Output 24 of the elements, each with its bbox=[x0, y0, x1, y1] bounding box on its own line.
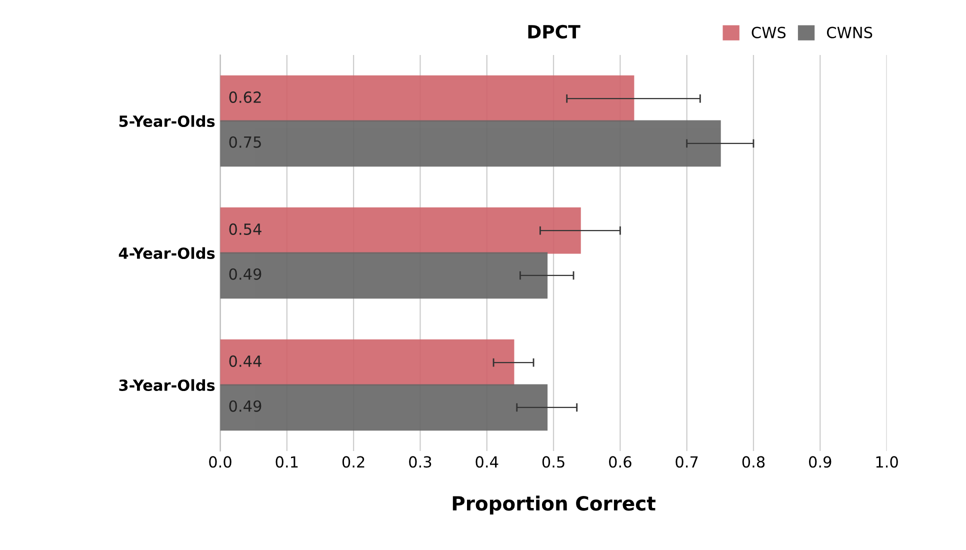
x-tick-label: 0.6 bbox=[609, 456, 632, 468]
x-tick-label: 0.5 bbox=[542, 456, 564, 468]
x-tick-label: 0.0 bbox=[209, 456, 232, 468]
x-tick-label: 0.1 bbox=[276, 456, 298, 468]
data-label: 0.44 bbox=[229, 355, 262, 367]
chart-title: DPCT bbox=[528, 24, 580, 39]
data-label: 0.49 bbox=[229, 400, 262, 412]
y-tick-label: 4-Year-Olds bbox=[118, 247, 215, 260]
legend-label: CWNS bbox=[826, 26, 872, 38]
x-tick-label: 1.0 bbox=[876, 456, 898, 468]
x-tick-label: 0.3 bbox=[409, 456, 432, 468]
data-label: 0.54 bbox=[229, 223, 262, 235]
legend-label: CWS bbox=[752, 26, 786, 38]
x-tick-label: 0.4 bbox=[476, 456, 498, 468]
x-tick-label: 0.9 bbox=[808, 456, 832, 468]
data-label: 0.75 bbox=[229, 136, 261, 148]
y-tick-label: 3-Year-Olds bbox=[119, 379, 215, 392]
data-label: 0.49 bbox=[229, 268, 262, 280]
x-tick-label: 0.2 bbox=[342, 456, 364, 468]
x-axis-title: Proportion Correct bbox=[452, 496, 656, 514]
x-tick-label: 0.7 bbox=[676, 456, 698, 468]
y-tick-label: 5-Year-Olds bbox=[119, 115, 215, 128]
data-label: 0.62 bbox=[229, 91, 261, 103]
x-tick-label: 0.8 bbox=[742, 456, 765, 468]
